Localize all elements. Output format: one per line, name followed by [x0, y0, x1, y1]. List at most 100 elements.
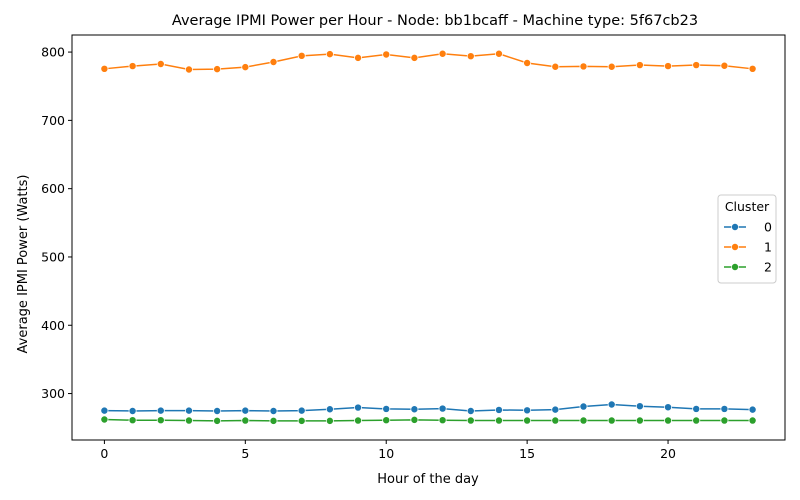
data-point — [184, 416, 193, 425]
data-point — [438, 404, 447, 413]
legend-label-2: 2 — [764, 260, 772, 275]
data-point — [297, 51, 306, 60]
data-point — [213, 406, 222, 415]
data-point — [325, 50, 334, 59]
data-point — [579, 62, 588, 71]
data-point — [382, 416, 391, 425]
data-point — [494, 405, 503, 414]
data-point — [410, 53, 419, 62]
data-point — [607, 62, 616, 71]
data-point — [523, 416, 532, 425]
data-point — [297, 406, 306, 415]
data-point — [438, 49, 447, 58]
legend-box — [717, 194, 777, 284]
data-point — [466, 406, 475, 415]
y-tick-label: 600 — [41, 181, 65, 196]
data-point — [241, 406, 250, 415]
y-tick-label: 500 — [41, 249, 65, 264]
data-point — [269, 406, 278, 415]
series-line-0 — [104, 403, 753, 412]
data-point — [128, 416, 137, 425]
data-point — [692, 61, 701, 70]
data-point — [213, 416, 222, 425]
data-point — [720, 404, 729, 413]
data-point — [184, 406, 193, 415]
data-point — [410, 405, 419, 414]
data-point — [607, 416, 616, 425]
data-point — [664, 62, 673, 71]
data-point — [325, 416, 334, 425]
data-point — [748, 405, 757, 414]
data-point — [382, 50, 391, 59]
legend: Cluster 0 1 2 — [717, 194, 777, 284]
data-point — [748, 64, 757, 73]
x-axis: 0 5 10 15 20 — [100, 440, 676, 461]
data-point — [156, 60, 165, 69]
data-point — [720, 416, 729, 425]
data-point — [692, 416, 701, 425]
data-point — [664, 403, 673, 412]
data-point — [748, 416, 757, 425]
data-point — [100, 406, 109, 415]
legend-label-0: 0 — [764, 220, 772, 235]
data-point — [241, 63, 250, 72]
data-point — [607, 400, 616, 409]
legend-title: Cluster — [725, 199, 770, 214]
y-tick-label: 400 — [41, 318, 65, 333]
data-point — [551, 416, 560, 425]
data-point — [241, 416, 250, 425]
data-point — [692, 404, 701, 413]
data-point — [635, 61, 644, 70]
data-point — [100, 64, 109, 73]
data-point — [438, 416, 447, 425]
data-point — [551, 62, 560, 71]
data-point — [410, 415, 419, 424]
y-tick-label: 700 — [41, 113, 65, 128]
data-point — [494, 49, 503, 58]
y-tick-label: 800 — [41, 45, 65, 60]
data-point — [551, 405, 560, 414]
data-point — [128, 406, 137, 415]
data-point — [325, 405, 334, 414]
x-tick-label: 15 — [519, 446, 535, 461]
axes-frame — [71, 34, 786, 441]
data-point — [354, 403, 363, 412]
data-point — [466, 416, 475, 425]
data-point — [664, 416, 673, 425]
x-tick-label: 20 — [660, 446, 676, 461]
chart-title: Average IPMI Power per Hour - Node: bb1b… — [172, 13, 698, 29]
data-point — [523, 59, 532, 67]
data-point — [156, 406, 165, 415]
series-line-2 — [104, 418, 753, 422]
y-tick-label: 300 — [41, 386, 65, 401]
legend-marker-0 — [731, 223, 739, 231]
x-tick-label: 10 — [378, 446, 394, 461]
y-axis: 300 400 500 600 700 800 — [41, 45, 72, 401]
data-point — [466, 52, 475, 61]
data-point — [579, 416, 588, 425]
data-point — [354, 416, 363, 425]
plot-area — [100, 49, 757, 425]
data-point — [635, 416, 644, 425]
x-axis-label: Hour of the day — [377, 472, 479, 487]
data-point — [184, 65, 193, 74]
series-line-1 — [104, 53, 753, 71]
data-point — [579, 402, 588, 411]
series-0 — [100, 400, 757, 415]
y-axis-label: Average IPMI Power (Watts) — [16, 175, 31, 354]
data-point — [635, 402, 644, 411]
data-point — [494, 416, 503, 425]
data-point — [382, 404, 391, 413]
x-tick-label: 5 — [241, 446, 249, 461]
data-point — [156, 416, 165, 425]
legend-marker-1 — [731, 243, 739, 251]
data-point — [269, 416, 278, 425]
data-point — [128, 62, 137, 71]
series-2 — [100, 415, 757, 425]
data-point — [100, 415, 109, 424]
legend-marker-2 — [731, 263, 739, 271]
series-1 — [100, 49, 757, 74]
x-tick-label: 0 — [100, 446, 108, 461]
data-point — [269, 58, 278, 66]
